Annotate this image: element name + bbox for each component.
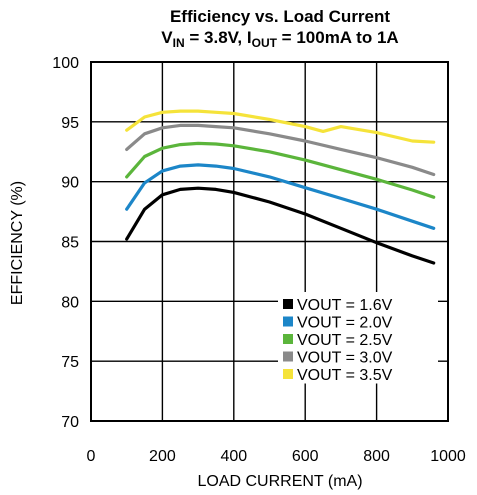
x-tick-label: 1000 [430, 448, 466, 465]
legend-swatch-5 [283, 369, 293, 379]
title-vin-value: = 3.8V, I [185, 28, 252, 47]
legend-label-5: VOUT = 3.5V [297, 367, 393, 384]
x-tick-label: 400 [220, 448, 247, 465]
legend-label-1: VOUT = 1.6V [297, 297, 393, 314]
x-tick-label: 600 [292, 448, 319, 465]
title-vin-subscript: IN [173, 36, 185, 50]
chart-title-line2: VIN = 3.8V, IOUT = 100mA to 1A [161, 28, 398, 50]
legend-label-2: VOUT = 2.0V [297, 315, 393, 332]
y-tick-label: 100 [52, 55, 79, 72]
tick-labels: 0 200 400 600 800 1000 70 75 80 85 90 95 100 [52, 55, 466, 465]
series-lines [125, 109, 436, 265]
x-tick-label: 800 [363, 448, 390, 465]
legend-background [278, 292, 438, 384]
y-tick-label: 90 [61, 175, 79, 192]
y-axis-label: EFFICIENCY (%) [9, 181, 26, 305]
series-line-1 [125, 186, 436, 265]
title-iout-value: = 100mA to 1A [277, 28, 399, 47]
legend-swatch-1 [283, 299, 293, 309]
series-line-4 [125, 123, 436, 177]
series-line-2 [125, 163, 436, 230]
y-tick-label: 95 [61, 115, 79, 132]
x-tick-label: 0 [87, 448, 96, 465]
title-vin: V [161, 28, 173, 47]
y-tick-label: 75 [61, 354, 79, 371]
legend-label-3: VOUT = 2.5V [297, 332, 393, 349]
legend-swatch-4 [283, 351, 293, 362]
legend-swatch-2 [283, 316, 293, 327]
x-tick-label: 200 [149, 448, 176, 465]
y-tick-label: 70 [61, 414, 79, 431]
series-line-3 [125, 141, 436, 199]
grid-lines [91, 62, 448, 421]
series-line-5 [125, 109, 436, 144]
plot-frame [90, 61, 449, 422]
y-tick-label: 85 [61, 235, 79, 252]
x-axis-label: LOAD CURRENT (mA) [197, 473, 362, 490]
legend-label-4: VOUT = 3.0V [297, 350, 393, 367]
legend-swatch-3 [283, 334, 293, 344]
y-tick-label: 80 [61, 294, 79, 311]
chart-title-line1: Efficiency vs. Load Current [170, 7, 390, 26]
title-iout-subscript: OUT [252, 36, 278, 50]
